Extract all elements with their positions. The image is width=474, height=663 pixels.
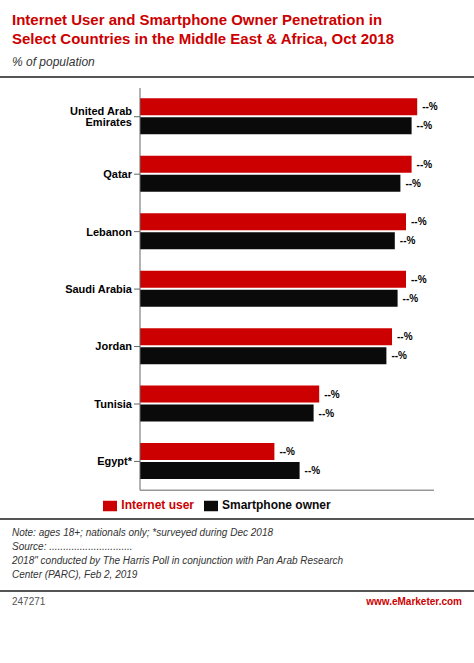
- svg-text:Saudi Arabia: Saudi Arabia: [65, 283, 133, 295]
- html-text:247271: 247271: [12, 596, 46, 607]
- svg-text:--%: --%: [422, 101, 438, 112]
- html-text:Internet User and Smartphone O: Internet User and Smartphone Owner Penet…: [12, 11, 383, 28]
- svg-text:--%: --%: [405, 178, 421, 189]
- svg-text:Qatar: Qatar: [103, 168, 132, 180]
- svg-text:--%: --%: [417, 120, 433, 131]
- svg-text:Tunisia: Tunisia: [94, 398, 133, 410]
- svg-text:--%: --%: [279, 446, 295, 457]
- svg-text:Lebanon: Lebanon: [86, 226, 132, 238]
- svg-text:--%: --%: [324, 389, 340, 400]
- html-text:Smartphone owner: Smartphone owner: [222, 498, 331, 513]
- svg-text:United ArabEmirates: United ArabEmirates: [70, 105, 132, 128]
- svg-text:--%: --%: [411, 274, 427, 285]
- html-text:Internet user: Internet user: [121, 498, 194, 513]
- html-text:Center (PARC), Feb 2, 2019: Center (PARC), Feb 2, 2019: [12, 569, 138, 580]
- svg-text:--%: --%: [400, 235, 416, 246]
- svg-text:--%: --%: [403, 293, 419, 304]
- svg-text:--%: --%: [411, 216, 427, 227]
- html-text:Select Countries in the Middle: Select Countries in the Middle East & Af…: [12, 30, 395, 47]
- svg-text:Egypt*: Egypt*: [97, 455, 133, 467]
- svg-text:--%: --%: [391, 350, 407, 361]
- html-text:2018" conducted by The Harris: 2018" conducted by The Harris Poll in co…: [12, 555, 344, 566]
- html-text:www.eMarketer.com: www.eMarketer.com: [366, 596, 462, 607]
- svg-text:--%: --%: [397, 331, 413, 342]
- html-text:Source: ......................: Source: ..............................: [12, 541, 133, 552]
- svg-text:--%: --%: [305, 465, 321, 476]
- html-text:Note: ages 18+; nationals only: Note: ages 18+; nationals only; *surveye…: [12, 527, 273, 538]
- svg-text:--%: --%: [417, 159, 433, 170]
- svg-text:--%: --%: [319, 408, 335, 419]
- svg-text:Jordan: Jordan: [95, 340, 132, 352]
- html-text:% of population: % of population: [12, 55, 95, 69]
